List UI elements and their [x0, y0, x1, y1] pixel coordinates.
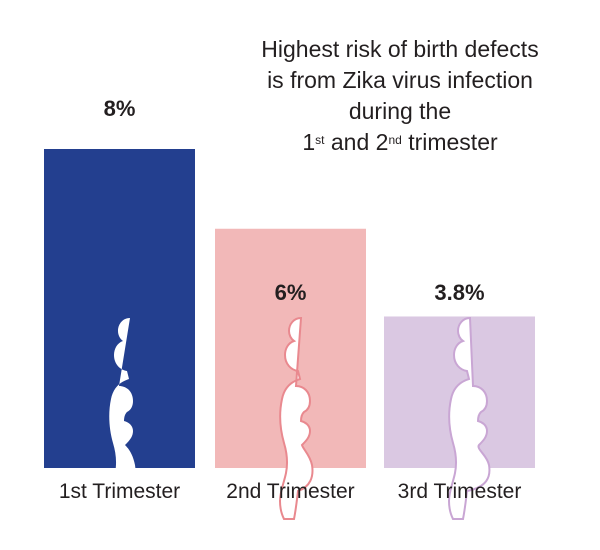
title-and: and [330, 129, 370, 155]
data-label-3: 3.8% [434, 280, 484, 305]
category-label-2: 2nd Trimester [226, 480, 354, 503]
title-ordinal-2-suffix: nd [388, 133, 402, 147]
title-ordinal-1-number: 1 [302, 129, 316, 155]
title-ordinal-1-suffix: st [315, 133, 325, 147]
pregnant-woman-silhouette-early-icon [109, 318, 136, 519]
data-labels-group: 8% 6% 3.8% [104, 96, 485, 305]
title-line-2: is from Zika virus infection [267, 67, 533, 93]
data-label-1: 8% [104, 96, 136, 121]
title-ordinal-2-number: 2 [375, 129, 389, 155]
bars-group [44, 149, 535, 520]
title-line-3: during the [348, 98, 452, 124]
category-label-1: 1st Trimester [59, 480, 180, 503]
pregnant-woman-silhouette-mid-icon [278, 316, 314, 520]
category-label-3: 3rd Trimester [398, 480, 522, 503]
pregnant-woman-silhouette-late-icon [447, 316, 491, 520]
title-trimester: trimester [408, 129, 498, 155]
category-labels-group: 1st Trimester 2nd Trimester 3rd Trimester [59, 480, 522, 503]
title-line-1: Highest risk of birth defects [261, 36, 539, 62]
chart-title: Highest risk of birth defects is from Zi… [210, 34, 590, 158]
data-label-2: 6% [275, 280, 307, 305]
title-line-4: 1st and 2nd trimester [210, 127, 590, 158]
